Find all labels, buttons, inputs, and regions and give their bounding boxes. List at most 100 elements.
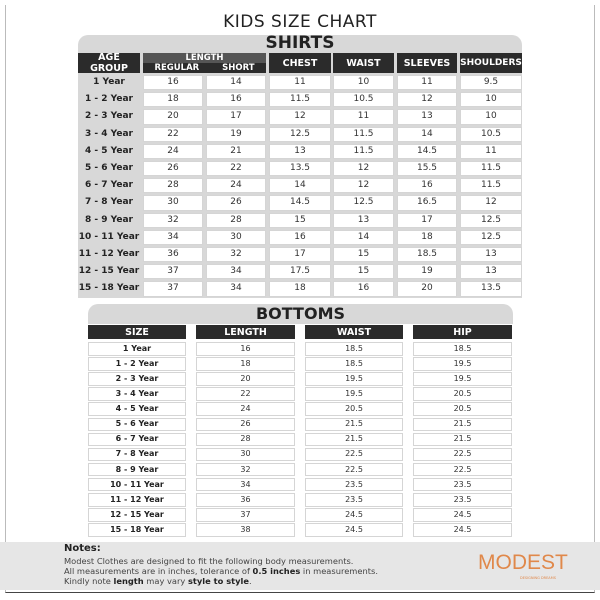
shirts-cell-sleeves: 13 — [397, 109, 457, 125]
header-chest: CHEST — [269, 53, 331, 73]
bottoms-cell-waist: 19.5 — [305, 387, 403, 401]
header-regular: REGULAR — [154, 63, 200, 73]
page-frame — [5, 5, 595, 593]
shirts-cell-shoulders: 9.5 — [460, 75, 522, 91]
shirts-cell-length-short: 24 — [206, 178, 266, 194]
bottoms-cell-size: 5 - 6 Year — [88, 417, 186, 432]
shirts-cell-length-regular: 28 — [143, 178, 203, 194]
shirts-cell-shoulders: 10 — [460, 92, 522, 108]
header-sleeves: SLEEVES — [397, 53, 457, 73]
bottoms-cell-waist: 23.5 — [305, 477, 403, 492]
shirts-cell-age-group: 15 - 18 Year — [78, 281, 140, 297]
shirts-cell-length-short: 28 — [206, 212, 266, 228]
shirts-cell-chest: 18 — [269, 281, 331, 297]
shirts-cell-chest: 17 — [269, 247, 331, 263]
bottoms-cell-size: 2 - 3 Year — [88, 372, 186, 386]
shirts-cell-length-short: 22 — [206, 161, 266, 177]
bottoms-title: BOTTOMS — [255, 304, 346, 323]
shirts-cell-waist: 11.5 — [333, 126, 394, 142]
shirts-cell-length-regular: 36 — [143, 247, 203, 263]
shirts-cell-waist: 15 — [333, 247, 394, 263]
shirts-cell-age-group: 7 - 8 Year — [78, 195, 140, 211]
shirts-cell-chest: 11.5 — [269, 92, 331, 108]
shirts-cell-age-group: 4 - 5 Year — [78, 143, 140, 159]
bottoms-panel: BOTTOMS — [88, 304, 513, 324]
bottoms-cell-size: 10 - 11 Year — [88, 477, 186, 492]
bottoms-cell-hip: 22.5 — [413, 447, 512, 462]
bottoms-cell-length: 24 — [196, 402, 295, 416]
note-line-1: Modest Clothes are designed to fit the f… — [64, 556, 354, 566]
shirts-cell-waist: 10 — [333, 75, 394, 91]
bottoms-cell-length: 22 — [196, 387, 295, 401]
bottoms-cell-waist: 24.5 — [305, 523, 403, 537]
shirts-cell-length-short: 30 — [206, 229, 266, 245]
bottoms-cell-size: 15 - 18 Year — [88, 523, 186, 537]
shirts-cell-length-short: 21 — [206, 143, 266, 159]
shirts-cell-shoulders: 13 — [460, 247, 522, 263]
header-waist: WAIST — [333, 53, 394, 73]
bottoms-cell-length: 34 — [196, 477, 295, 492]
bottoms-cell-waist: 20.5 — [305, 402, 403, 416]
shirts-cell-length-regular: 37 — [143, 264, 203, 280]
shirts-cell-shoulders: 11 — [460, 143, 522, 159]
shirts-cell-length-regular: 22 — [143, 126, 203, 142]
bottoms-cell-length: 36 — [196, 493, 295, 507]
bottoms-cell-hip: 22.5 — [413, 462, 512, 477]
shirts-cell-sleeves: 17 — [397, 212, 457, 228]
shirts-cell-waist: 15 — [333, 264, 394, 280]
bottoms-header-waist: WAIST — [305, 325, 403, 339]
shirts-cell-age-group: 5 - 6 Year — [78, 161, 140, 177]
shirts-cell-age-group: 1 - 2 Year — [78, 92, 140, 108]
bottoms-cell-size: 8 - 9 Year — [88, 462, 186, 477]
shirts-cell-sleeves: 20 — [397, 281, 457, 297]
shirts-cell-length-short: 34 — [206, 264, 266, 280]
shirts-cell-waist: 14 — [333, 229, 394, 245]
shirts-cell-age-group: 10 - 11 Year — [78, 229, 140, 245]
shirts-cell-age-group: 2 - 3 Year — [78, 109, 140, 125]
shirts-cell-age-group: 6 - 7 Year — [78, 178, 140, 194]
shirts-cell-waist: 12.5 — [333, 195, 394, 211]
bottoms-cell-length: 18 — [196, 357, 295, 371]
bottoms-cell-waist: 22.5 — [305, 462, 403, 477]
shirts-cell-chest: 15 — [269, 212, 331, 228]
bottoms-cell-size: 6 - 7 Year — [88, 432, 186, 447]
shirts-cell-chest: 14.5 — [269, 195, 331, 211]
shirts-cell-sleeves: 15.5 — [397, 161, 457, 177]
shirts-cell-chest: 11 — [269, 75, 331, 91]
bottoms-cell-hip: 23.5 — [413, 477, 512, 492]
bottoms-header-size: SIZE — [88, 325, 186, 339]
bottoms-cell-hip: 24.5 — [413, 523, 512, 537]
shirts-cell-waist: 13 — [333, 212, 394, 228]
bottoms-cell-hip: 20.5 — [413, 402, 512, 416]
shirts-cell-age-group: 11 - 12 Year — [78, 247, 140, 263]
header-length-label: LENGTH — [185, 53, 224, 63]
shirts-cell-length-short: 19 — [206, 126, 266, 142]
header-shoulders: SHOULDERS — [460, 53, 522, 73]
bottoms-cell-waist: 19.5 — [305, 372, 403, 386]
shirts-cell-age-group: 1 Year — [78, 75, 140, 91]
bottoms-cell-length: 26 — [196, 417, 295, 432]
bottoms-cell-size: 1 Year — [88, 342, 186, 356]
shirts-cell-waist: 11.5 — [333, 143, 394, 159]
shirts-cell-shoulders: 12.5 — [460, 212, 522, 228]
shirts-cell-length-short: 17 — [206, 109, 266, 125]
shirts-cell-shoulders: 10.5 — [460, 126, 522, 142]
shirts-cell-length-short: 32 — [206, 247, 266, 263]
shirts-cell-chest: 13.5 — [269, 161, 331, 177]
shirts-cell-sleeves: 18 — [397, 229, 457, 245]
bottoms-cell-size: 1 - 2 Year — [88, 357, 186, 371]
bottoms-cell-hip: 21.5 — [413, 417, 512, 432]
shirts-cell-sleeves: 12 — [397, 92, 457, 108]
bottoms-cell-size: 7 - 8 Year — [88, 447, 186, 462]
shirts-cell-sleeves: 16 — [397, 178, 457, 194]
bottoms-cell-waist: 18.5 — [305, 357, 403, 371]
notes-section: Notes: Modest Clothes are designed to fi… — [0, 542, 600, 590]
shirts-cell-sleeves: 18.5 — [397, 247, 457, 263]
shirts-cell-length-regular: 30 — [143, 195, 203, 211]
page-title: KIDS SIZE CHART — [223, 12, 377, 32]
bottoms-cell-length: 16 — [196, 342, 295, 356]
shirts-cell-length-regular: 16 — [143, 75, 203, 91]
shirts-cell-age-group: 3 - 4 Year — [78, 126, 140, 142]
shirts-cell-shoulders: 10 — [460, 109, 522, 125]
shirts-cell-waist: 10.5 — [333, 92, 394, 108]
